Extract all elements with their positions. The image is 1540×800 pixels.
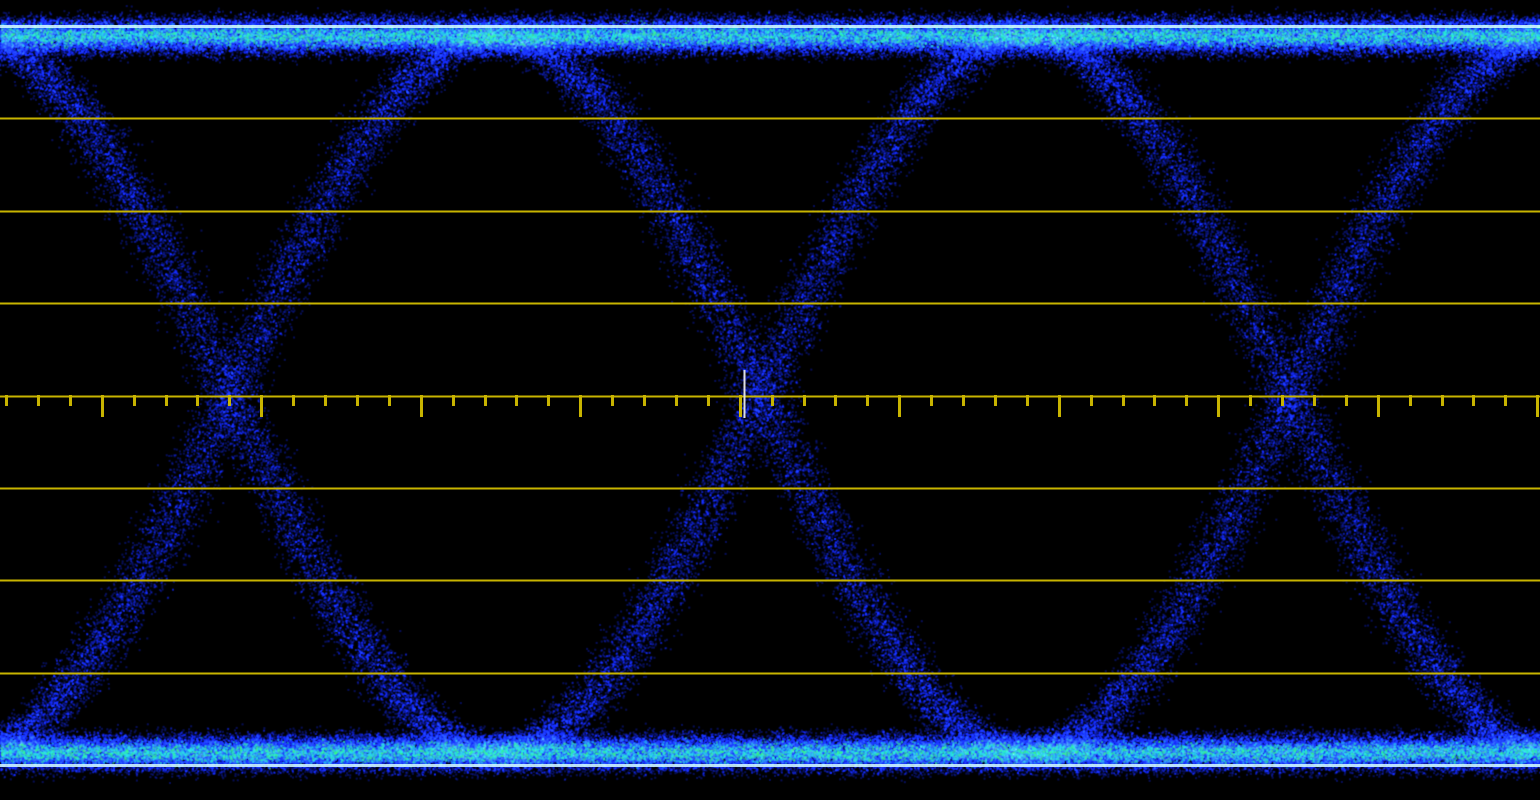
graticule bbox=[0, 0, 1540, 800]
eye-diagram-display bbox=[0, 0, 1540, 800]
